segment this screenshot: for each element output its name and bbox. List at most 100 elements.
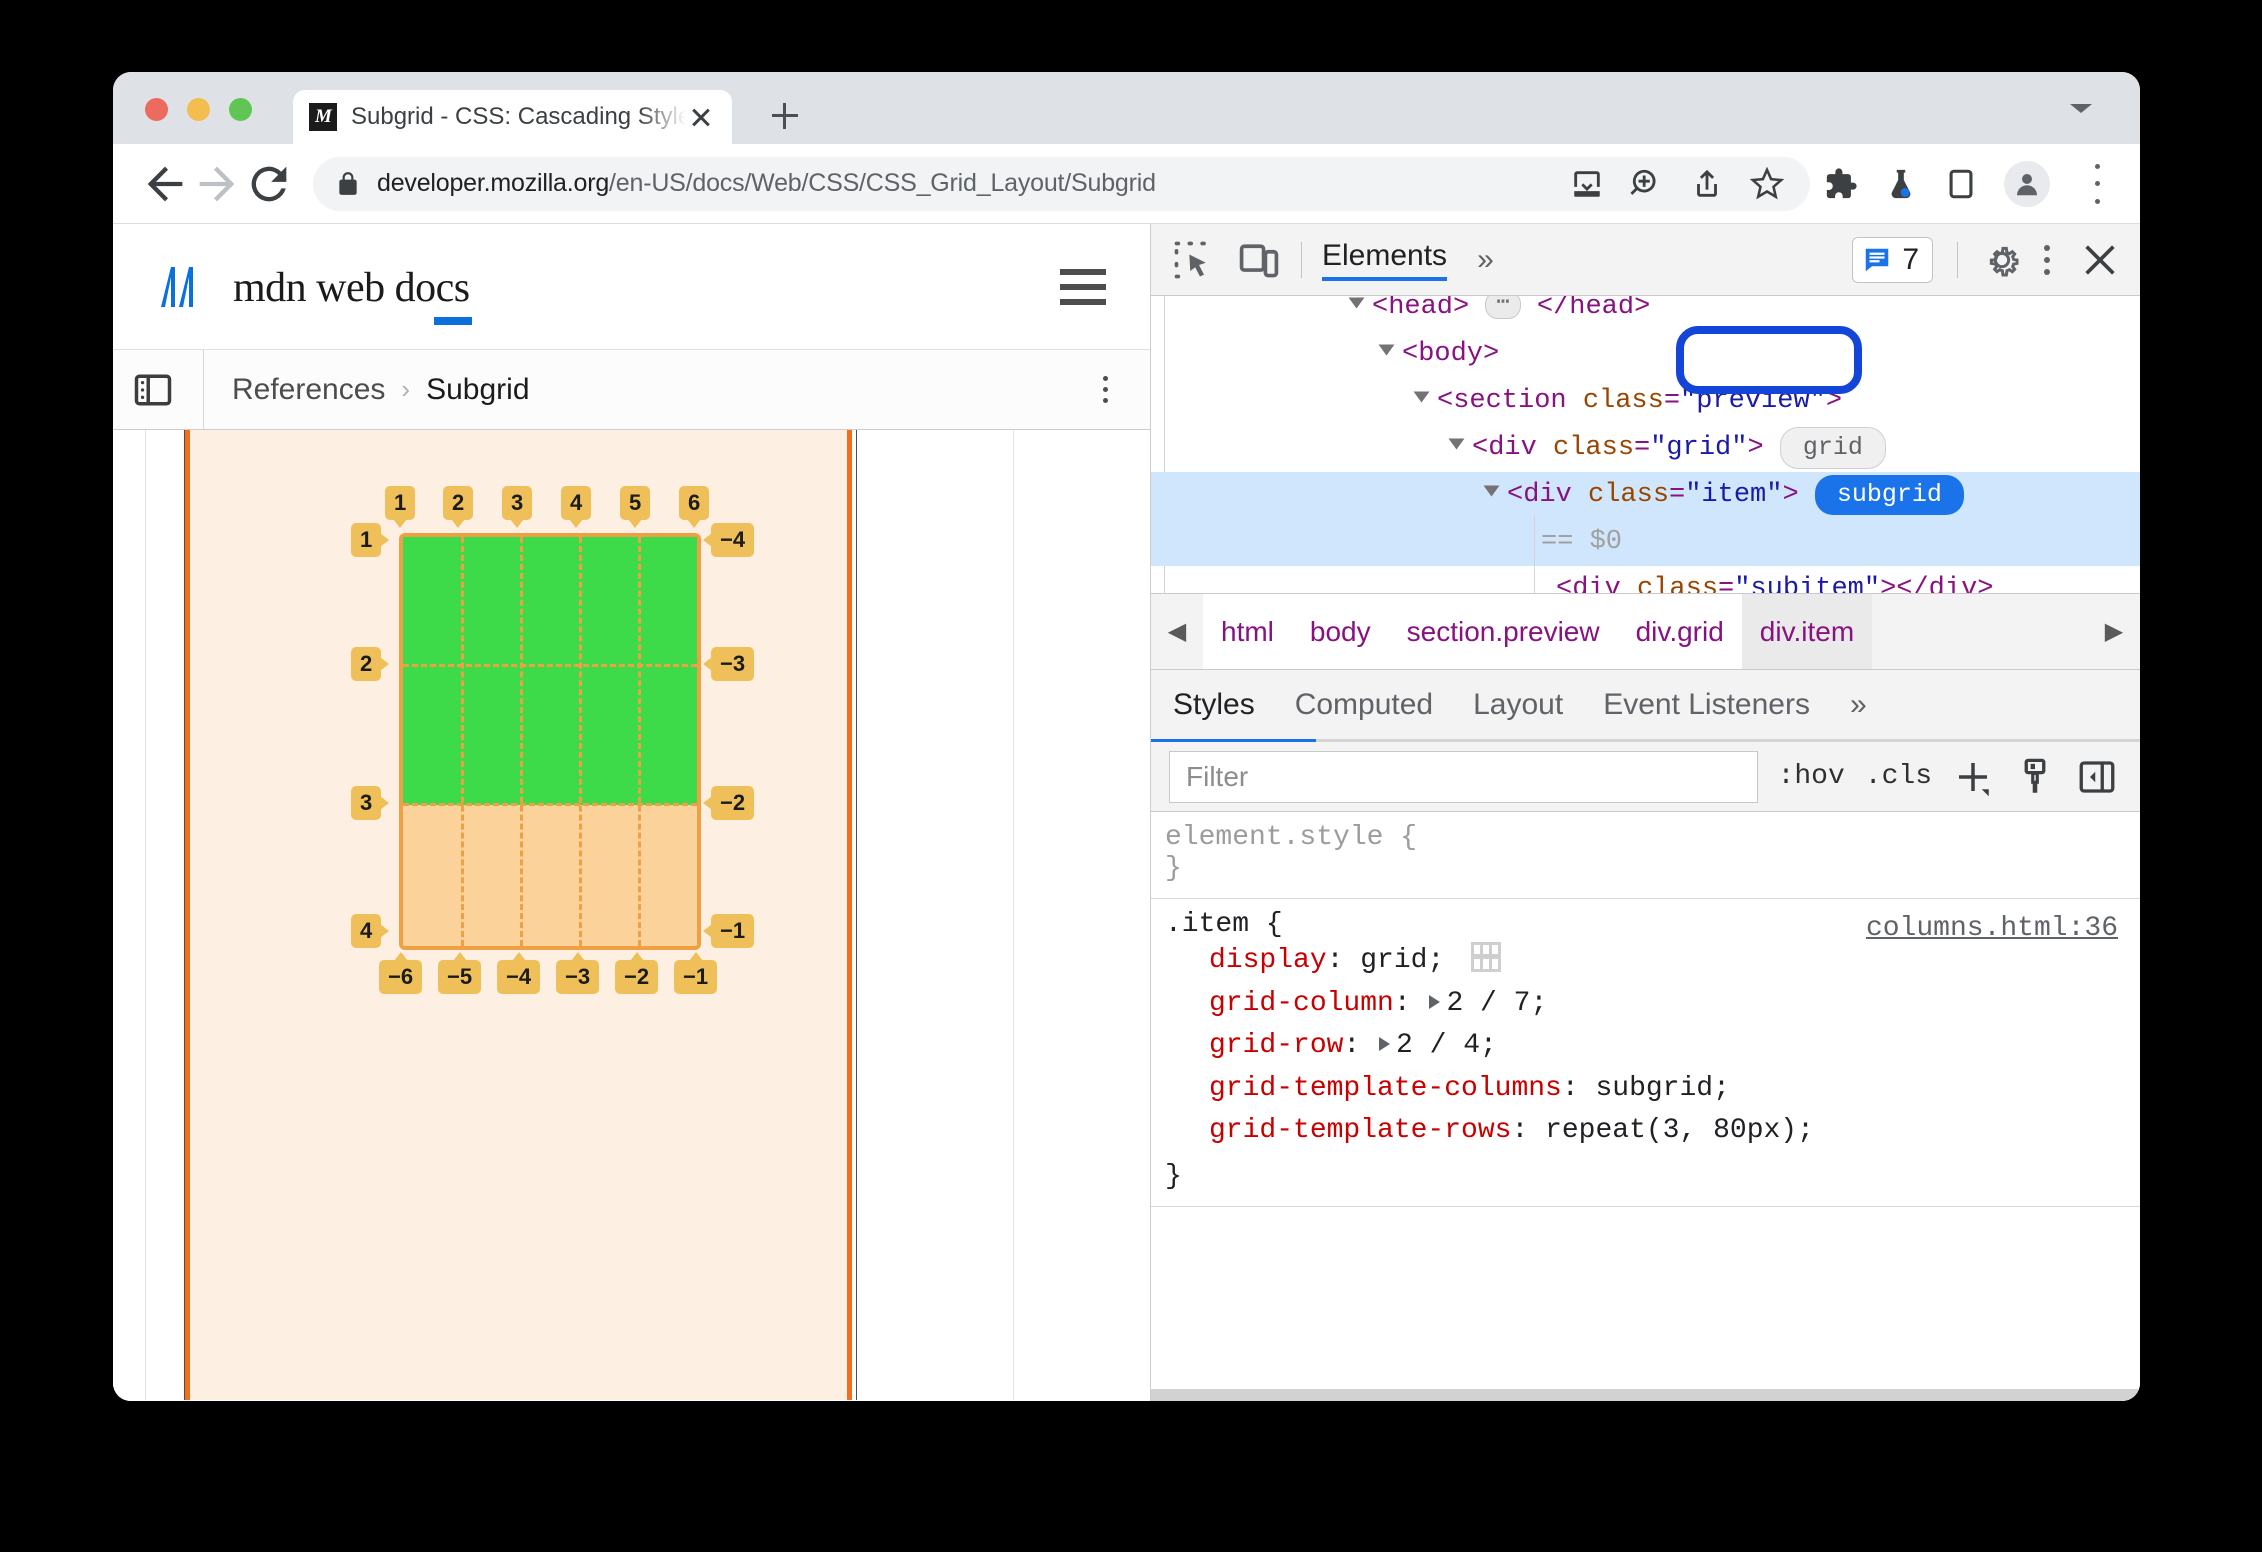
tab-event-listeners[interactable]: Event Listeners — [1603, 687, 1810, 721]
cls-toggle[interactable]: .cls — [1864, 761, 1932, 792]
grid-line-badge-col-2[interactable]: 2 — [443, 486, 474, 529]
forward-arrow-icon[interactable] — [191, 158, 243, 210]
breadcrumb-item-body[interactable]: body — [1309, 615, 1371, 647]
css-property-name[interactable]: grid-template-rows — [1209, 1115, 1512, 1147]
dom-tree[interactable]: <head> ⋯ </head> <body> <section class="… — [1151, 296, 2140, 594]
css-property-value[interactable]: grid; — [1360, 945, 1445, 976]
css-property-name[interactable]: display — [1209, 945, 1327, 976]
back-arrow-icon[interactable] — [139, 158, 191, 210]
grid-line-badge-col-neg1[interactable]: −1 — [674, 951, 718, 995]
plus-icon[interactable] — [761, 92, 809, 140]
expand-triangle-icon[interactable] — [1379, 1037, 1391, 1052]
zoom-icon[interactable] — [1630, 167, 1664, 201]
side-panel-icon[interactable] — [1944, 167, 1978, 201]
close-icon[interactable] — [686, 102, 716, 132]
three-dot-menu-icon[interactable] — [2080, 163, 2114, 204]
breadcrumb-item-div-grid[interactable]: div.grid — [1635, 615, 1724, 647]
css-property-name[interactable]: grid-template-columns — [1209, 1072, 1562, 1104]
share-icon[interactable] — [1690, 167, 1724, 201]
tab-elements[interactable]: Elements — [1322, 239, 1448, 281]
puzzle-icon[interactable] — [1824, 167, 1858, 201]
breadcrumb-scroll-right-icon[interactable]: ▶ — [2104, 618, 2124, 645]
grid-line-badge-row-4[interactable]: 4 — [351, 914, 390, 949]
close-window-button[interactable] — [145, 98, 168, 121]
tab-layout[interactable]: Layout — [1473, 687, 1564, 721]
css-property-value[interactable]: 2 / 7; — [1446, 987, 1548, 1019]
star-icon[interactable] — [1750, 166, 1784, 201]
dom-node-div-item[interactable]: <div class="item"> subgrid — [1151, 472, 2140, 519]
sidebar-toggle-icon[interactable] — [131, 368, 175, 412]
css-property-name[interactable]: grid-row — [1209, 1030, 1344, 1062]
dom-node-body[interactable]: <body> — [1151, 331, 2140, 378]
issues-badge[interactable]: 7 — [1852, 236, 1933, 283]
minimize-window-button[interactable] — [187, 98, 210, 121]
dom-node-div-grid[interactable]: <div class="grid"> grid — [1151, 425, 2140, 472]
browser-tab[interactable]: M Subgrid - CSS: Cascading Style — [293, 90, 732, 144]
grid-overlay-toggle-icon[interactable] — [1471, 942, 1502, 972]
toggle-panel-icon[interactable] — [2076, 756, 2118, 798]
profile-avatar-icon[interactable] — [2004, 160, 2050, 207]
expand-ellipsis-button[interactable]: ⋯ — [1485, 296, 1521, 319]
dom-node-head[interactable]: <head> ⋯ </head> — [1151, 296, 2140, 331]
css-rule-item[interactable]: .item { columns.html:36 display: grid; — [1151, 899, 2140, 1207]
grid-line-badge-row-neg1[interactable]: −1 — [702, 914, 755, 949]
css-declaration-display[interactable]: display: grid; — [1165, 940, 2140, 983]
hov-toggle[interactable]: :hov — [1777, 761, 1845, 792]
grid-line-badge-col-neg6[interactable]: −6 — [379, 951, 423, 995]
grid-line-badge-row-neg2[interactable]: −2 — [702, 786, 755, 821]
grid-line-badge-row-2[interactable]: 2 — [351, 647, 390, 682]
device-toolbar-icon[interactable] — [1237, 238, 1281, 282]
css-declaration-grid-template-rows[interactable]: grid-template-rows: repeat(3, 80px); — [1209, 1115, 1814, 1147]
grid-line-badge-row-3[interactable]: 3 — [351, 786, 390, 821]
more-panels-icon[interactable]: » — [1477, 242, 1494, 276]
devtools-flask-icon[interactable] — [1884, 167, 1918, 201]
reload-icon[interactable] — [243, 158, 295, 210]
breadcrumb-item-div-item[interactable]: div.item — [1741, 594, 1873, 669]
grid-line-badge-col-3[interactable]: 3 — [502, 486, 533, 529]
css-declaration-grid-template-columns[interactable]: grid-template-columns: subgrid; — [1209, 1072, 1730, 1104]
three-dot-menu-icon[interactable] — [1103, 376, 1108, 403]
grid-line-badge-col-5[interactable]: 5 — [620, 486, 651, 529]
grid-line-badge-col-neg5[interactable]: −5 — [438, 951, 482, 995]
mdn-logo[interactable]: mdn web docs — [157, 265, 472, 325]
plus-icon[interactable] — [1952, 756, 1994, 798]
tab-styles[interactable]: Styles — [1173, 687, 1255, 721]
expand-triangle-icon[interactable] — [1413, 391, 1430, 403]
breadcrumb-item-references[interactable]: References — [232, 372, 386, 406]
hamburger-menu-icon[interactable] — [1060, 268, 1106, 305]
subgrid-badge[interactable]: subgrid — [1814, 475, 1964, 515]
address-bar[interactable]: developer.mozilla.org/en-US/docs/Web/CSS… — [313, 156, 1810, 211]
filter-input[interactable]: Filter — [1169, 750, 1758, 803]
expand-triangle-icon[interactable] — [1429, 994, 1441, 1009]
grid-line-badge-col-4[interactable]: 4 — [561, 486, 592, 529]
css-property-name[interactable]: grid-column — [1209, 987, 1394, 1019]
breadcrumb-item-section-preview[interactable]: section.preview — [1406, 615, 1600, 647]
css-property-value[interactable]: 2 / 4; — [1396, 1030, 1497, 1062]
expand-triangle-icon[interactable] — [1483, 485, 1500, 497]
styles-rules[interactable]: element.style { } .item { columns.html:3… — [1151, 812, 2140, 1401]
tab-computed[interactable]: Computed — [1294, 687, 1434, 721]
expand-triangle-icon[interactable] — [1448, 438, 1465, 450]
styles-scrollbar[interactable] — [1151, 1389, 2140, 1401]
css-declaration-grid-row[interactable]: grid-row: 2 / 4; — [1209, 1030, 1497, 1062]
dom-node-div-subitem[interactable]: <div class="subitem"></div> — [1556, 574, 1994, 594]
expand-triangle-icon[interactable] — [1378, 344, 1395, 356]
grid-line-badge-col-neg2[interactable]: −2 — [615, 951, 659, 995]
inspect-element-icon[interactable] — [1171, 238, 1215, 282]
chevron-down-icon[interactable] — [2070, 104, 2092, 113]
rule-origin-link[interactable]: columns.html:36 — [1865, 913, 2118, 944]
css-property-value[interactable]: repeat(3, 80px); — [1545, 1115, 1814, 1147]
three-dot-menu-icon[interactable] — [2044, 244, 2050, 275]
more-styles-tabs-icon[interactable]: » — [1849, 687, 1867, 721]
install-app-icon[interactable] — [1570, 167, 1604, 201]
grid-line-badge-col-neg3[interactable]: −3 — [556, 951, 600, 995]
rule-selector[interactable]: .item { — [1165, 909, 1283, 940]
grid-line-badge-col-6[interactable]: 6 — [679, 486, 710, 529]
grid-line-badge-row-1[interactable]: 1 — [351, 523, 390, 558]
grid-badge[interactable]: grid — [1779, 427, 1886, 469]
rule-selector[interactable]: element.style { — [1165, 822, 1418, 853]
grid-line-badge-row-neg4[interactable]: −4 — [702, 523, 755, 558]
expand-triangle-icon[interactable] — [1348, 297, 1365, 309]
css-property-value[interactable]: subgrid; — [1595, 1072, 1730, 1104]
close-icon[interactable] — [2080, 240, 2120, 280]
